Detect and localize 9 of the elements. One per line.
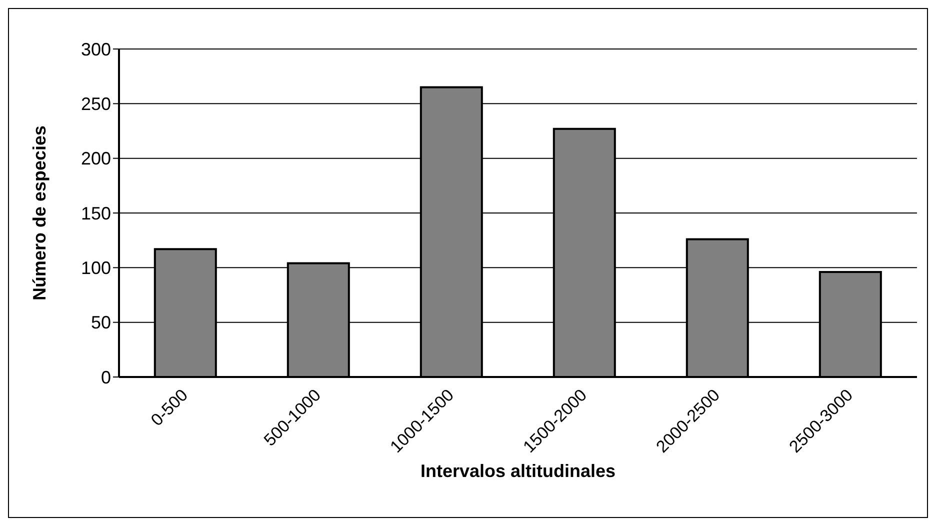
y-tick-label: 200: [80, 148, 111, 169]
x-axis-title: Intervalos altitudinales: [420, 461, 616, 481]
y-tick-label: 100: [80, 258, 111, 278]
y-tick-label: 50: [90, 312, 111, 333]
y-tick-label: 0: [100, 367, 111, 388]
y-axis-title: Número de especies: [29, 125, 50, 301]
y-tick-label: 250: [80, 94, 111, 114]
y-tick-label: 300: [80, 39, 111, 60]
y-tick-label: 150: [80, 203, 111, 224]
